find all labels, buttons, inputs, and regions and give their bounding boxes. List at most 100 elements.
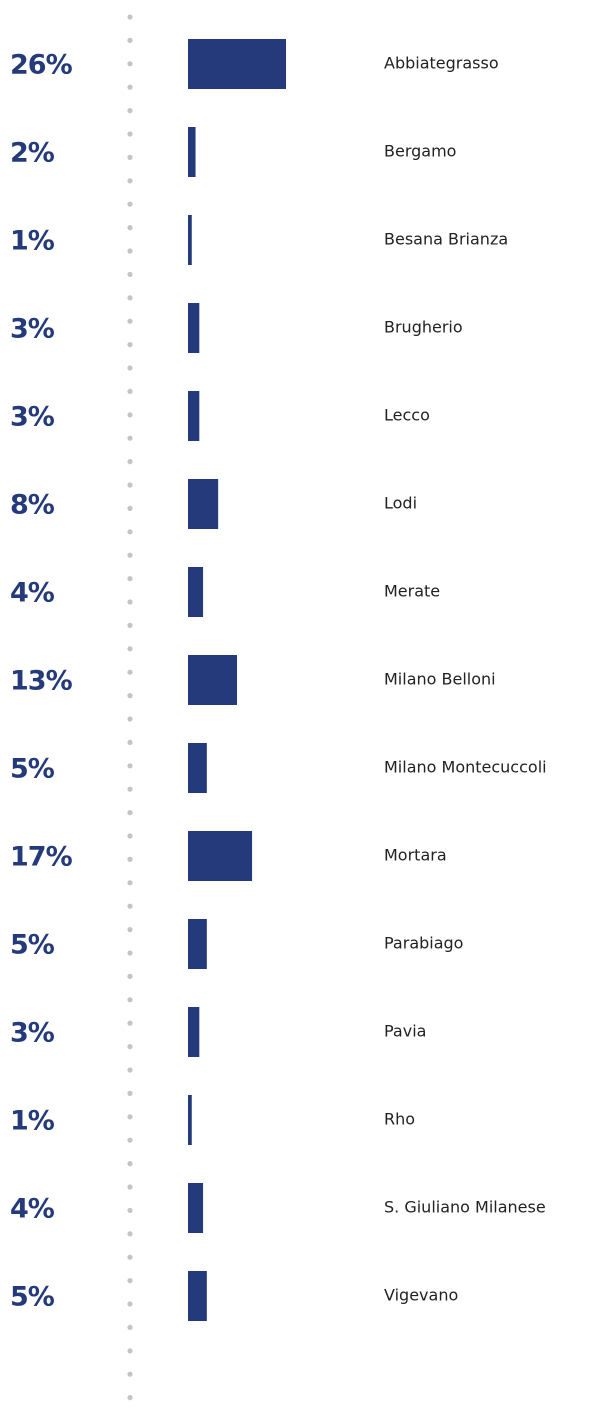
value-label: 3% [10, 402, 55, 433]
dot [127, 599, 133, 605]
dot [127, 1020, 133, 1026]
dot [127, 1044, 133, 1050]
category-label: Bergamo [384, 142, 456, 161]
dot [127, 342, 133, 348]
dot [127, 1301, 133, 1307]
dot [127, 388, 133, 394]
dot [127, 131, 133, 137]
bar [188, 1271, 207, 1321]
bar [188, 391, 200, 441]
category-label: Rho [384, 1110, 415, 1129]
dot [127, 1254, 133, 1260]
dot [127, 1278, 133, 1284]
value-label: 8% [10, 490, 55, 521]
category-label: Brugherio [384, 318, 463, 337]
dot [127, 365, 133, 371]
dot [127, 1067, 133, 1073]
dot [127, 950, 133, 956]
bar [188, 1095, 192, 1145]
dot [127, 318, 133, 324]
bar [188, 831, 253, 881]
category-label: Abbiategrasso [384, 54, 499, 73]
dot [127, 1231, 133, 1237]
dot [127, 271, 133, 277]
dot [127, 810, 133, 816]
dot [127, 856, 133, 863]
dot [127, 693, 133, 699]
dot [127, 646, 133, 652]
dot [127, 154, 133, 160]
category-label: Vigevano [384, 1286, 458, 1305]
category-label: Milano Belloni [384, 670, 496, 689]
value-label: 2% [10, 138, 55, 169]
value-label: 17% [10, 842, 73, 873]
category-label: S. Giuliano Milanese [384, 1198, 546, 1217]
dot [127, 1371, 133, 1377]
dot [127, 37, 133, 44]
bar [188, 919, 207, 969]
dot [127, 1090, 133, 1096]
dot [127, 459, 133, 465]
dot [127, 973, 133, 980]
bar [188, 743, 207, 793]
value-label: 1% [10, 226, 55, 257]
value-label: 5% [10, 1282, 55, 1313]
bar [188, 127, 196, 177]
dot [127, 108, 133, 114]
dot [127, 201, 133, 207]
value-label: 4% [10, 1194, 55, 1225]
dot [127, 435, 133, 441]
dot [127, 669, 133, 675]
dot [127, 412, 133, 418]
bar [188, 215, 192, 265]
category-label: Lecco [384, 406, 430, 425]
bar [188, 655, 237, 705]
dot [127, 178, 133, 184]
dot [127, 1114, 133, 1120]
category-label: Mortara [384, 846, 447, 865]
dot [127, 1184, 133, 1190]
dot [127, 927, 133, 933]
dot [127, 1395, 133, 1401]
bar [188, 303, 200, 353]
value-label: 5% [10, 930, 55, 961]
value-label: 4% [10, 578, 55, 609]
dot [127, 1324, 133, 1330]
dot [127, 529, 133, 535]
dot [127, 225, 133, 231]
dot [127, 622, 133, 629]
dot [127, 576, 133, 582]
bar [188, 479, 219, 529]
dot [127, 739, 133, 746]
category-label: Besana Brianza [384, 230, 508, 249]
value-label: 13% [10, 666, 73, 697]
dot [127, 14, 133, 20]
category-label: Pavia [384, 1022, 426, 1041]
bar [188, 567, 204, 617]
dot [127, 61, 133, 67]
dot [127, 716, 133, 722]
value-label: 3% [10, 1018, 55, 1049]
dot [127, 880, 133, 886]
value-label: 5% [10, 754, 55, 785]
bar [188, 39, 286, 89]
value-label: 3% [10, 314, 55, 345]
dot [127, 997, 133, 1003]
dot [127, 248, 133, 254]
dot [127, 1207, 133, 1213]
category-label: Milano Montecuccoli [384, 758, 547, 777]
category-label: Lodi [384, 494, 417, 513]
category-label: Parabiago [384, 934, 463, 953]
bar [188, 1007, 200, 1057]
dot [127, 505, 133, 511]
dot [127, 1161, 133, 1167]
value-label: 26% [10, 50, 73, 81]
dot [127, 552, 133, 558]
dot [127, 84, 133, 90]
value-label: 1% [10, 1106, 55, 1137]
dot [127, 295, 133, 301]
dot [127, 833, 133, 839]
dot [127, 903, 133, 909]
category-label: Merate [384, 582, 440, 601]
